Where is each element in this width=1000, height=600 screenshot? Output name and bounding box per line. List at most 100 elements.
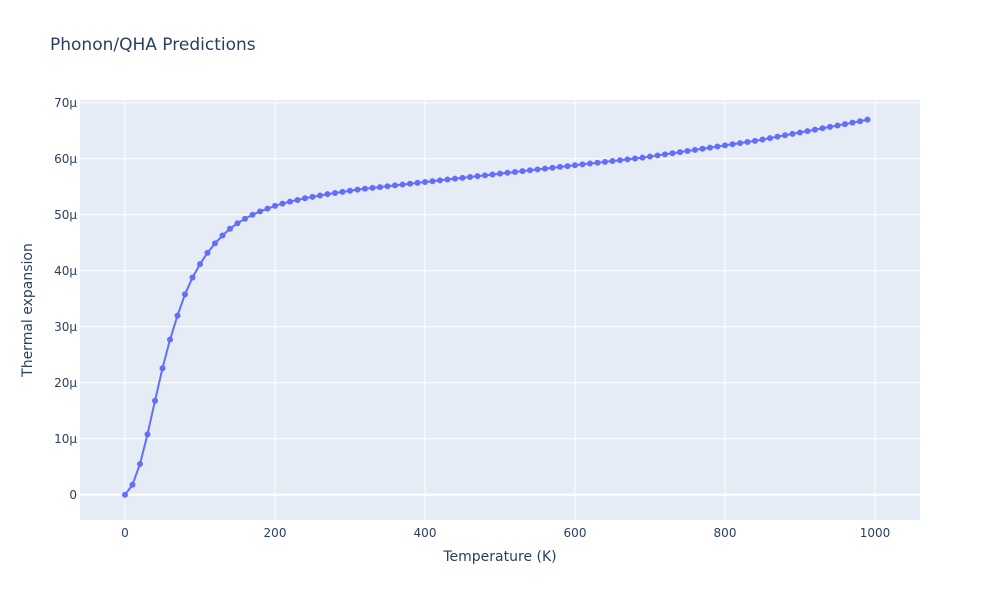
data-point: [392, 182, 398, 189]
data-point: [429, 178, 436, 185]
x-tick-label: 800: [714, 526, 737, 540]
data-point: [752, 137, 758, 144]
data-point: [744, 139, 751, 145]
series-line: [124, 118, 868, 496]
y-tick-label: 50µ: [54, 208, 77, 222]
data-point: [467, 174, 473, 180]
x-tick-label: 400: [414, 526, 437, 540]
data-point: [197, 261, 203, 268]
data-point: [834, 122, 841, 129]
data-point: [647, 153, 653, 160]
data-point: [737, 140, 743, 147]
data-point: [864, 116, 871, 123]
data-point: [137, 461, 143, 467]
data-point: [669, 150, 676, 157]
data-point: [662, 151, 668, 158]
data-point: [804, 128, 811, 135]
data-point: [399, 181, 406, 188]
grid-lines: [80, 100, 920, 520]
data-point: [152, 397, 158, 404]
data-point: [122, 491, 128, 498]
data-point: [654, 152, 661, 159]
y-tick-label: 60µ: [54, 152, 77, 166]
data-point: [759, 136, 766, 143]
data-point: [422, 179, 428, 186]
data-point: [497, 170, 503, 177]
data-point: [339, 188, 346, 195]
data-point: [639, 154, 646, 161]
data-point: [609, 158, 616, 165]
data-point: [849, 119, 856, 126]
series-markers: [122, 116, 871, 498]
x-tick-label: 600: [564, 526, 587, 540]
data-point: [542, 165, 548, 172]
data-point: [294, 196, 301, 203]
data-point: [377, 184, 383, 191]
series-line-layer: [124, 118, 868, 496]
data-point: [684, 147, 691, 154]
data-point: [572, 162, 578, 169]
data-point: [482, 172, 488, 179]
data-point: [437, 177, 443, 184]
y-tick-label: 70µ: [54, 96, 77, 110]
data-point: [257, 208, 263, 215]
data-point: [827, 123, 833, 130]
data-point: [174, 312, 181, 319]
x-tick-label: 200: [264, 526, 287, 540]
data-point: [159, 365, 166, 372]
data-point: [212, 240, 218, 247]
data-point: [549, 164, 556, 171]
x-tick-label: 0: [121, 526, 129, 540]
data-point: [144, 431, 151, 438]
data-point: [129, 481, 136, 488]
data-point: [182, 291, 188, 298]
data-point: [452, 175, 458, 182]
data-point: [729, 141, 736, 148]
data-point: [617, 157, 623, 164]
data-point: [242, 215, 248, 222]
data-point: [564, 163, 571, 170]
chart-title: Phonon/QHA Predictions: [50, 35, 256, 55]
data-point: [407, 180, 413, 187]
data-point: [602, 158, 608, 165]
data-point: [587, 160, 593, 167]
data-point: [324, 191, 331, 198]
data-point: [722, 142, 728, 149]
data-point: [384, 183, 391, 190]
data-point: [692, 146, 698, 153]
data-point: [797, 129, 803, 136]
data-point: [279, 200, 286, 207]
data-point: [317, 192, 323, 199]
data-point: [714, 143, 721, 150]
plot-area: [80, 100, 920, 520]
data-point: [489, 171, 496, 178]
data-point: [557, 163, 563, 170]
data-point: [369, 184, 376, 191]
x-tick-label: 1000: [860, 526, 891, 540]
data-point: [264, 205, 271, 212]
y-axis-title: Thermal expansion: [20, 243, 36, 378]
y-tick-label: 10µ: [54, 432, 77, 446]
data-point: [354, 186, 361, 193]
data-point: [167, 336, 173, 343]
y-tick-label: 40µ: [54, 264, 77, 278]
data-point: [189, 274, 196, 281]
data-point: [519, 168, 526, 175]
data-point: [527, 167, 533, 174]
data-point: [594, 159, 601, 166]
data-point: [699, 145, 706, 152]
x-axis-title: Temperature (K): [442, 549, 556, 565]
data-point: [767, 135, 773, 142]
data-point: [234, 220, 241, 227]
data-point: [774, 133, 781, 140]
data-point: [249, 211, 256, 218]
tick-labels: 0 200 400 600 800 1000 0 10µ 20µ 30µ 40µ 50µ 60µ 70µ: [54, 96, 890, 540]
data-point: [504, 169, 511, 176]
data-point: [512, 168, 518, 175]
data-point: [204, 249, 211, 256]
data-point: [309, 193, 316, 200]
data-point: [474, 173, 481, 180]
y-tick-label: 30µ: [54, 320, 77, 334]
